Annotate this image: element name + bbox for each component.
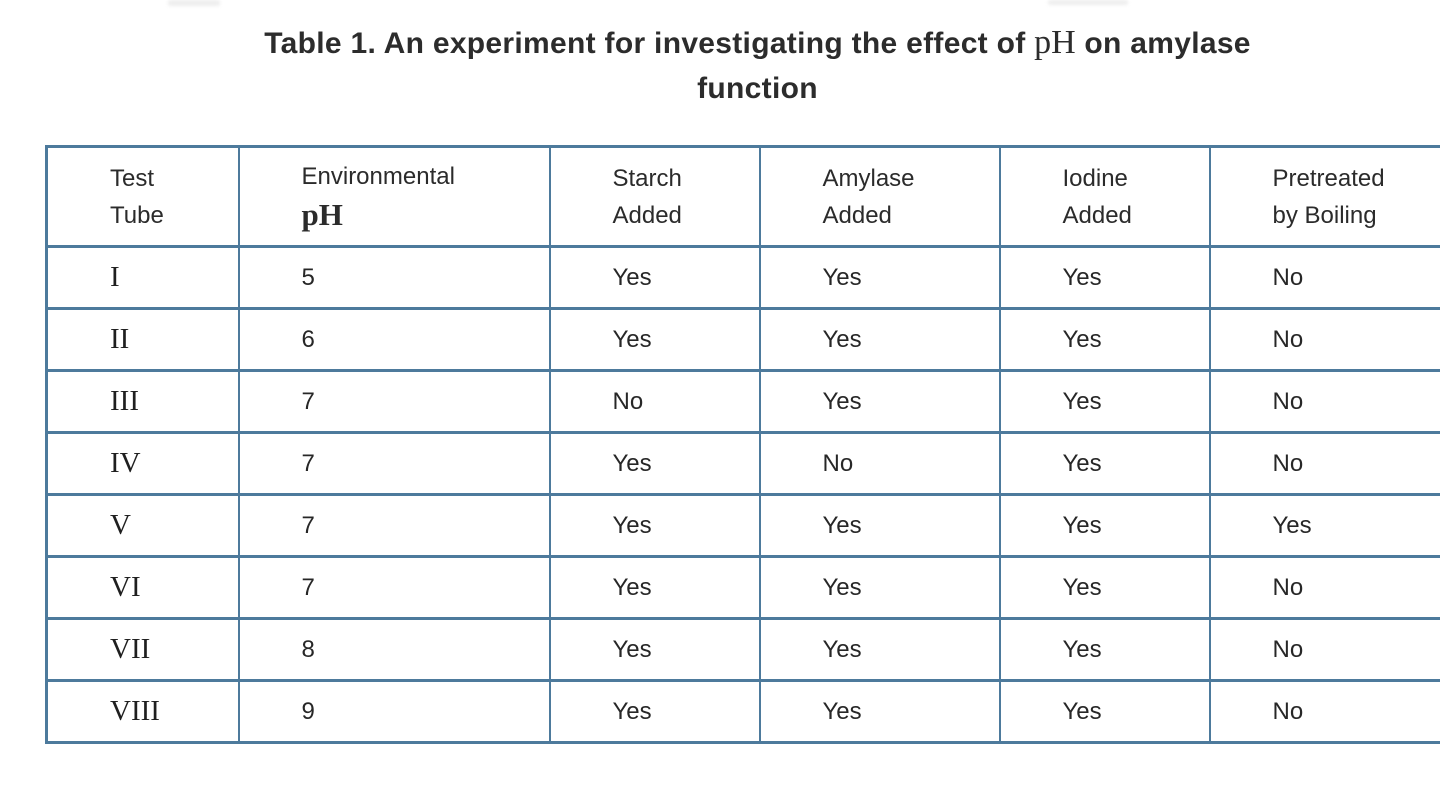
header-pretreated-boiling: Pretreated by Boiling — [1208, 145, 1440, 248]
cell-amylase: Yes — [758, 617, 1001, 682]
cell-starch: Yes — [548, 493, 761, 558]
cell-ph: 7 — [237, 431, 551, 496]
cell-boiled: No — [1208, 431, 1440, 496]
cell-iodine: Yes — [998, 679, 1211, 744]
table-row: VI 7 Yes Yes Yes No — [45, 555, 1440, 620]
cell-boiled: No — [1208, 679, 1440, 744]
experiment-table: Test Tube Environmental pH Starch Added … — [45, 145, 1440, 744]
cell-ph: 6 — [237, 307, 551, 372]
table-row: II 6 Yes Yes Yes No — [45, 307, 1440, 372]
caption-text-after: on amylase — [1075, 27, 1251, 60]
header-line: Iodine — [1062, 164, 1128, 192]
cell-iodine: Yes — [998, 245, 1211, 310]
cell-ph: 8 — [237, 617, 551, 682]
cell-ph: 7 — [237, 369, 551, 434]
cell-ph: 7 — [237, 493, 551, 558]
cell-test-tube: V — [45, 493, 240, 558]
crop-artifact — [168, 0, 220, 6]
header-line: Added — [822, 201, 892, 229]
cell-test-tube: VI — [45, 555, 240, 620]
table-caption: Table 1. An experiment for investigating… — [45, 20, 1440, 111]
header-starch-added: Starch Added — [548, 145, 761, 248]
cell-test-tube: II — [45, 307, 240, 372]
header-line: Environmental — [301, 163, 455, 190]
header-ph-symbol: pH — [301, 197, 343, 232]
cell-amylase: Yes — [758, 307, 1001, 372]
header-line: Starch — [612, 164, 682, 192]
cell-boiled: No — [1208, 555, 1440, 620]
table-row: III 7 No Yes Yes No — [45, 369, 1440, 434]
header-row: Test Tube Environmental pH Starch Added … — [45, 145, 1440, 248]
header-environmental-ph: Environmental pH — [237, 145, 551, 248]
table-row: VII 8 Yes Yes Yes No — [45, 617, 1440, 682]
cell-starch: No — [548, 369, 761, 434]
table-row: VIII 9 Yes Yes Yes No — [45, 679, 1440, 744]
cell-test-tube: IV — [45, 431, 240, 496]
header-line: Amylase — [822, 164, 915, 192]
caption-ph-symbol: pH — [1034, 24, 1076, 61]
cell-ph: 9 — [237, 679, 551, 744]
cell-ph: 7 — [237, 555, 551, 620]
cell-amylase: No — [758, 431, 1001, 496]
header-line: Added — [612, 201, 682, 229]
cell-starch: Yes — [548, 245, 761, 310]
table-row: V 7 Yes Yes Yes Yes — [45, 493, 1440, 558]
header-line: by Boiling — [1272, 201, 1377, 229]
cell-test-tube: III — [45, 369, 240, 434]
table-row: I 5 Yes Yes Yes No — [45, 245, 1440, 310]
cell-boiled: No — [1208, 245, 1440, 310]
cell-starch: Yes — [548, 431, 761, 496]
cell-boiled: No — [1208, 369, 1440, 434]
cell-iodine: Yes — [998, 555, 1211, 620]
header-line: Added — [1062, 201, 1132, 229]
crop-artifact — [1048, 0, 1128, 5]
cell-boiled: No — [1208, 617, 1440, 682]
cell-iodine: Yes — [998, 431, 1211, 496]
cell-iodine: Yes — [998, 617, 1211, 682]
cell-iodine: Yes — [998, 307, 1211, 372]
cell-amylase: Yes — [758, 555, 1001, 620]
header-iodine-added: Iodine Added — [998, 145, 1211, 248]
cell-test-tube: VIII — [45, 679, 240, 744]
cell-boiled: Yes — [1208, 493, 1440, 558]
cell-test-tube: VII — [45, 617, 240, 682]
header-line: Pretreated — [1272, 164, 1385, 192]
caption-text-before: Table 1. An experiment for investigating… — [264, 27, 1035, 60]
cell-iodine: Yes — [998, 493, 1211, 558]
cell-amylase: Yes — [758, 493, 1001, 558]
caption-text-line2: function — [697, 72, 818, 105]
cell-starch: Yes — [548, 555, 761, 620]
cell-starch: Yes — [548, 679, 761, 744]
header-amylase-added: Amylase Added — [758, 145, 1001, 248]
cell-iodine: Yes — [998, 369, 1211, 434]
cell-ph: 5 — [237, 245, 551, 310]
cell-amylase: Yes — [758, 679, 1001, 744]
header-line: Tube — [110, 201, 164, 229]
cell-starch: Yes — [548, 307, 761, 372]
cell-test-tube: I — [45, 245, 240, 310]
table-row: IV 7 Yes No Yes No — [45, 431, 1440, 496]
header-line: Test — [110, 164, 155, 192]
cell-boiled: No — [1208, 307, 1440, 372]
cell-amylase: Yes — [758, 369, 1001, 434]
cell-starch: Yes — [548, 617, 761, 682]
cell-amylase: Yes — [758, 245, 1001, 310]
header-test-tube: Test Tube — [45, 145, 240, 248]
